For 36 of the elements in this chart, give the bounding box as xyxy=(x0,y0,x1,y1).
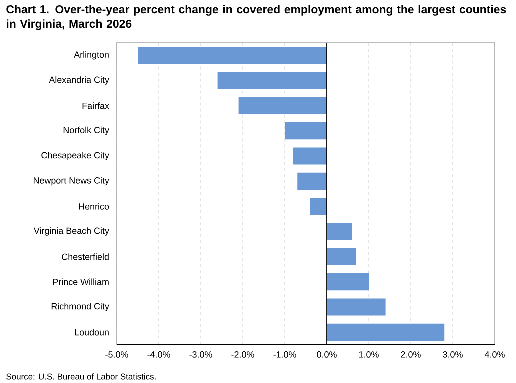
y-tick-label: Alexandria City xyxy=(49,76,110,85)
bar xyxy=(285,122,328,140)
bar xyxy=(293,148,328,165)
y-tick-label: Arlington xyxy=(74,51,109,60)
bar xyxy=(310,198,328,216)
x-tick-label: -2.0% xyxy=(232,352,254,358)
bar xyxy=(327,324,445,341)
y-tick-label: Chesterfield xyxy=(62,254,109,260)
y-tick-label: Fairfax xyxy=(82,102,110,110)
y-tick-label: Richmond City xyxy=(52,303,110,312)
source-note: Source: U.S. Bureau of Labor Statistics. xyxy=(6,374,156,380)
bar xyxy=(327,223,352,240)
x-tick-label: 1.0% xyxy=(359,352,379,358)
bar xyxy=(218,72,328,90)
x-tick-label: 3.0% xyxy=(443,352,463,358)
x-tick-label: 0.0% xyxy=(317,352,337,358)
y-tick-label: Newport News City xyxy=(34,177,110,186)
bar xyxy=(327,274,370,291)
x-tick-label: 4.0% xyxy=(484,352,505,358)
bar xyxy=(298,172,328,190)
bar xyxy=(138,47,328,64)
chart-title: Chart 1. Over-the-year percent change in covered employment among the largest counties in Virginia, March 2026 xyxy=(6,5,506,30)
x-tick-label: 2.0% xyxy=(401,352,421,358)
y-tick-label: Virginia Beach City xyxy=(34,228,110,236)
bar xyxy=(327,248,356,266)
y-tick-label: Norfolk City xyxy=(64,126,110,136)
y-tick-label: Prince William xyxy=(53,278,109,286)
bar xyxy=(327,298,386,316)
x-tick-label: -1.0% xyxy=(274,352,296,358)
y-tick-label: Loudoun xyxy=(75,329,109,336)
y-tick-label: Chesapeake City xyxy=(42,152,110,160)
x-tick-label: -5.0% xyxy=(106,352,128,358)
bar xyxy=(238,97,328,114)
x-tick-label: -4.0% xyxy=(148,352,170,358)
x-tick-label: -3.0% xyxy=(190,352,212,358)
y-tick-label: Henrico xyxy=(79,203,110,210)
